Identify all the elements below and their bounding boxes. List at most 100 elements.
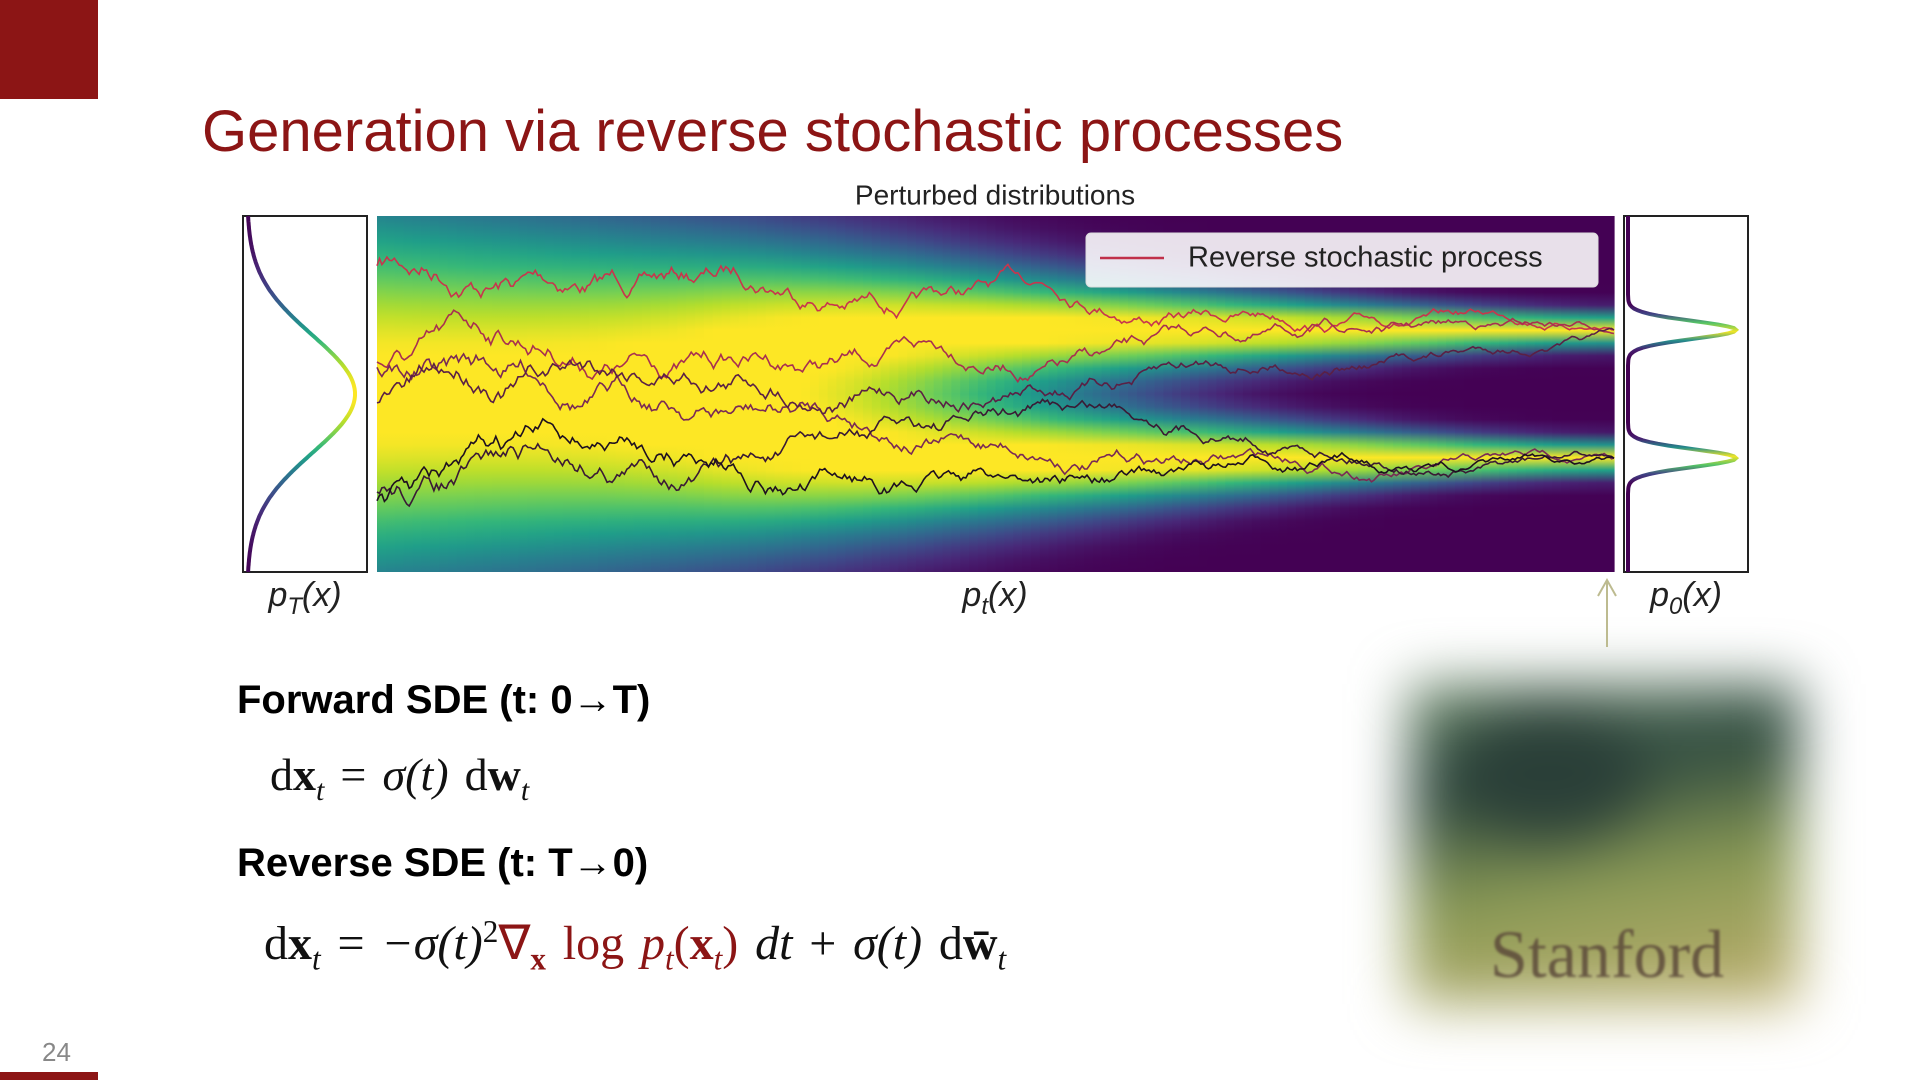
heat-column (1145, 216, 1156, 572)
heat-column (1225, 216, 1235, 572)
heat-column (1251, 216, 1262, 572)
label-sub: 0 (1669, 592, 1683, 620)
heat-column (1507, 216, 1518, 572)
heat-column (1525, 216, 1536, 572)
heat-column (624, 216, 634, 572)
heat-column (1437, 216, 1447, 572)
heat-column (995, 216, 1005, 572)
heat-column (615, 216, 625, 572)
right-panel (1623, 215, 1749, 573)
heat-column (412, 216, 422, 572)
heat-column (668, 216, 679, 572)
heat-column (1216, 216, 1226, 572)
figure-title: Perturbed distributions (855, 179, 1135, 210)
eq-token: d (270, 749, 293, 800)
legend-box (1085, 232, 1599, 288)
heat-column (580, 216, 590, 572)
eq-token: ( (673, 917, 690, 970)
heat-column (1075, 216, 1085, 572)
eq-token: + (809, 917, 837, 970)
heat-column (1357, 216, 1368, 572)
data-density-curve (1626, 216, 1740, 572)
heat-column (1516, 216, 1527, 572)
heat-column (871, 216, 882, 572)
heat-column (1066, 216, 1076, 572)
eq-token: −σ(t) (381, 917, 483, 970)
heat-column (1366, 216, 1377, 572)
heat-column (1463, 216, 1474, 572)
heat-column (677, 216, 687, 572)
heat-column (1189, 216, 1200, 572)
eq-token: x (293, 749, 316, 800)
heat-column (527, 216, 537, 572)
heat-column (836, 216, 846, 572)
heat-column (765, 216, 776, 572)
heat-column (1313, 216, 1324, 572)
heat-column (1172, 216, 1182, 572)
heat-column (1428, 216, 1438, 572)
logo-text: Stanford (1490, 916, 1725, 992)
heat-column (430, 216, 440, 572)
heat-column (394, 216, 405, 572)
heat-column (1401, 216, 1412, 572)
eq-token: t (713, 941, 723, 977)
heat-column (518, 216, 528, 572)
heat-column (933, 216, 944, 572)
heat-column (1490, 216, 1500, 572)
reverse-equation: dxt = −σ(t)2∇x log pt(xt) dt + σ(t) dw̄t (264, 914, 1006, 978)
heat-column (1163, 216, 1173, 572)
heat-column (712, 216, 723, 572)
heat-column (1269, 216, 1279, 572)
heat-column (536, 216, 546, 572)
heat-column (1446, 216, 1456, 572)
eq-token: = (340, 749, 367, 800)
label-p: p (962, 576, 982, 614)
heat-column (377, 216, 387, 572)
heat-column (1543, 216, 1553, 572)
heat-column (606, 216, 617, 572)
heat-column (438, 216, 449, 572)
eq-token: t (312, 941, 321, 977)
heat-column (509, 216, 519, 572)
heat-column (1534, 216, 1544, 572)
heat-column (977, 216, 988, 572)
process-path (376, 309, 1615, 384)
heat-column (403, 216, 413, 572)
heat-column (1198, 216, 1209, 572)
heat-column (1128, 216, 1138, 572)
heat-column (474, 216, 484, 572)
page-number: 24 (42, 1037, 71, 1067)
axis-label: pT(x) (268, 576, 341, 621)
label-arg: (x) (301, 576, 342, 614)
heat-column (1331, 216, 1341, 572)
forward-equation: dxt = σ(t) dwt (270, 748, 529, 808)
eq-token: ∇ (498, 917, 531, 970)
heat-column (1578, 216, 1589, 572)
eq-token: w (487, 749, 521, 800)
eq-token: = (337, 917, 365, 970)
heat-column (571, 216, 581, 572)
eq-token: dt (755, 917, 793, 970)
process-path (376, 417, 1615, 503)
heat-column (924, 216, 935, 572)
heat-column (1340, 216, 1350, 572)
heat-column (1022, 216, 1032, 572)
eq-token: p (640, 917, 665, 970)
heat-column (1030, 216, 1041, 572)
heat-column (854, 216, 864, 572)
heat-column (1101, 216, 1111, 572)
process-paths (376, 255, 1615, 508)
heat-column (1260, 216, 1271, 572)
eq-token: t (997, 941, 1007, 977)
eq-token: log (562, 917, 625, 970)
heat-column (465, 216, 475, 572)
heat-column (942, 216, 952, 572)
eq-token: t (664, 941, 674, 977)
axis-label: pt(x) (962, 576, 1027, 621)
bottom-block (0, 1072, 98, 1080)
heat-column (792, 216, 802, 572)
heat-column (1384, 216, 1394, 572)
heat-column (818, 216, 829, 572)
heat-column (739, 216, 749, 572)
heat-column (898, 216, 908, 572)
